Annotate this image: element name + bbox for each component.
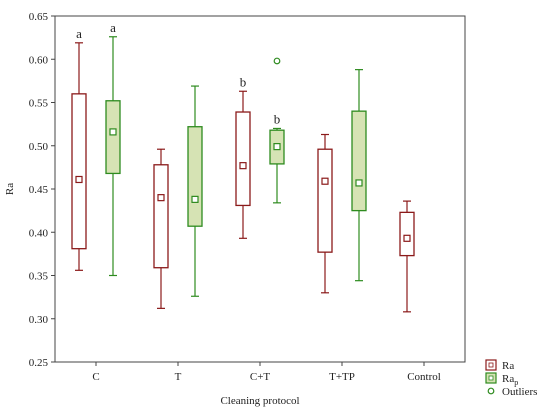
x-tick-label: T+TP <box>329 371 355 383</box>
y-tick-label: 0.25 <box>29 357 49 369</box>
y-axis: 0.25 0.30 0.35 0.40 0.45 0.50 0.55 0.60 0.65 <box>29 11 55 369</box>
iqr-box <box>351 110 367 212</box>
y-axis-label: Ra <box>4 183 16 195</box>
legend-item: Outliers <box>487 386 537 398</box>
box-T-Ra <box>153 148 169 309</box>
iqr-box <box>399 211 415 257</box>
median-marker <box>239 162 247 170</box>
iqr-box <box>105 100 121 175</box>
y-tick-label: 0.40 <box>29 227 49 239</box>
box-C+T-Ra: b <box>235 74 251 239</box>
significance-label: b <box>240 74 247 89</box>
x-tick-label: Control <box>407 371 441 383</box>
box-Control-Ra <box>399 200 415 313</box>
y-tick-label: 0.30 <box>29 314 49 326</box>
legend-swatch-median <box>488 362 494 368</box>
y-tick-label: 0.50 <box>29 141 49 153</box>
legend-swatch-median <box>488 375 494 381</box>
x-axis: C T C+T T+TP Control <box>92 362 441 383</box>
box-T+TP-Rap <box>351 69 367 282</box>
significance-label: a <box>110 20 116 35</box>
iqr-box <box>187 126 203 227</box>
legend-item: Ra <box>485 359 514 372</box>
x-tick-label: C+T <box>250 371 271 383</box>
median-marker <box>75 175 83 184</box>
plot-area <box>54 15 466 363</box>
median-marker <box>157 194 165 202</box>
box-C+T-Rap: b <box>269 111 285 204</box>
significance-label: b <box>274 111 281 126</box>
median-marker <box>355 179 363 187</box>
median-marker <box>273 143 281 151</box>
x-axis-label: Cleaning protocol <box>220 395 299 407</box>
box-T-Rap <box>187 85 203 297</box>
median-marker <box>109 128 117 136</box>
y-tick-label: 0.65 <box>29 11 49 23</box>
box-C-Rap: a <box>105 20 121 277</box>
iqr-box <box>317 148 333 253</box>
legend-label: Ra <box>502 360 514 372</box>
significance-label: a <box>76 26 82 41</box>
y-tick-label: 0.60 <box>29 54 49 66</box>
y-tick-label: 0.55 <box>29 98 49 110</box>
x-tick-label: C <box>92 371 99 383</box>
outlier-point <box>273 57 281 65</box>
box-series: a b a b <box>71 20 415 313</box>
box-C-Ra: a <box>71 26 87 271</box>
x-tick-label: T <box>175 371 182 383</box>
iqr-box <box>71 93 87 250</box>
y-tick-label: 0.45 <box>29 184 49 196</box>
median-marker <box>191 195 199 203</box>
legend-swatch <box>487 387 495 395</box>
legend-label: Rap <box>502 373 518 387</box>
legend-label: Outliers <box>502 386 537 398</box>
iqr-box <box>153 164 169 269</box>
box-T+TP-Ra <box>317 133 333 294</box>
median-marker <box>321 177 329 185</box>
median-marker <box>403 234 411 242</box>
legend-item: Rap <box>485 372 518 387</box>
y-tick-label: 0.35 <box>29 271 49 283</box>
iqr-box <box>235 111 251 207</box>
